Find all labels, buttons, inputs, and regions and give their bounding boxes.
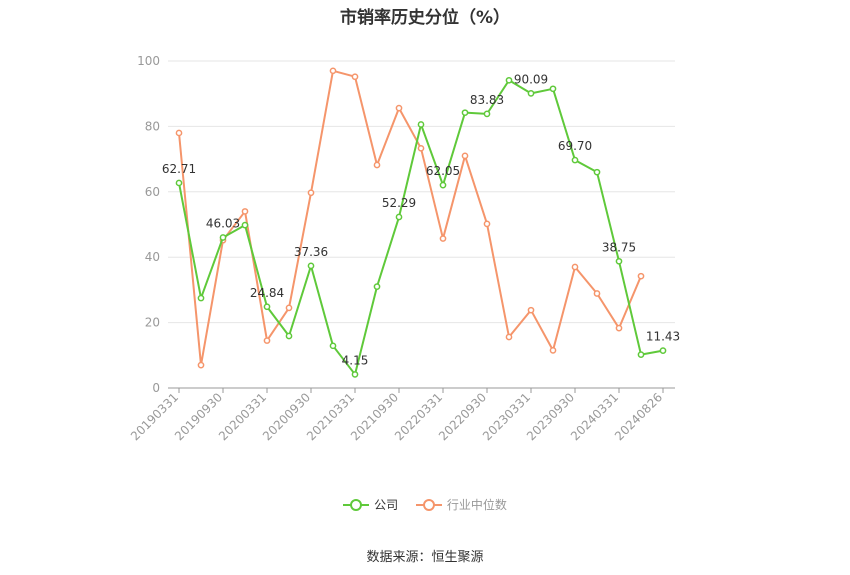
series-point-1	[571, 263, 579, 271]
chart-legend: 公司 行业中位数	[0, 496, 850, 515]
data-label: 46.03	[206, 216, 240, 230]
data-label: 62.71	[162, 162, 196, 176]
data-label: 52.29	[382, 196, 416, 210]
series-point-0	[593, 168, 601, 176]
data-label: 69.70	[558, 139, 592, 153]
series-point-0	[197, 294, 205, 302]
series-point-0	[175, 179, 183, 187]
legend-line-marker-icon	[343, 498, 370, 511]
series-point-0	[219, 234, 227, 241]
series-point-1	[593, 290, 601, 297]
series-point-0	[417, 121, 425, 128]
data-label: 38.75	[602, 240, 636, 254]
series-point-1	[549, 347, 557, 354]
data-label: 62.05	[426, 164, 460, 178]
data-label: 11.43	[646, 330, 680, 344]
series-point-0	[461, 109, 469, 117]
series-point-1	[615, 324, 623, 332]
series-point-0	[351, 371, 359, 378]
series-point-1	[351, 73, 359, 81]
series-point-1	[483, 220, 491, 228]
series-point-1	[373, 161, 381, 169]
series-point-0	[549, 85, 557, 93]
series-point-1	[285, 304, 293, 312]
series-point-1	[263, 337, 271, 344]
legend-industry-dot	[422, 498, 435, 511]
series-point-1	[439, 235, 447, 242]
series-point-0	[527, 90, 535, 97]
legend-line-marker-icon	[415, 498, 442, 511]
series-point-0	[659, 347, 667, 354]
y-tick-label: 80	[145, 119, 160, 133]
series-point-0	[373, 283, 381, 290]
legend-item-company[interactable]: 公司	[343, 496, 398, 513]
series-point-0	[395, 213, 403, 221]
series-point-0	[439, 181, 447, 189]
series-point-0	[637, 351, 645, 358]
series-point-0	[263, 303, 271, 311]
y-tick-label: 100	[137, 54, 160, 68]
series-point-1	[241, 208, 249, 215]
chart-title: 市销率历史分位（%）	[339, 8, 511, 28]
y-tick-label: 20	[145, 316, 160, 330]
line-chart: 0204060801002019033120190930202003312020…	[128, 54, 680, 443]
legend-company-dot	[350, 498, 363, 511]
series-point-0	[483, 110, 491, 118]
series-point-1	[527, 306, 535, 314]
series-point-1	[395, 104, 403, 112]
series-point-0	[505, 76, 513, 84]
x-tick-label: 20240826	[612, 390, 665, 443]
series-line-1	[178, 69, 642, 367]
series-point-1	[417, 144, 425, 152]
series-point-1	[175, 129, 183, 137]
legend-label-industry-median: 行业中位数	[446, 498, 507, 512]
data-label: 4.15	[342, 353, 369, 367]
series-point-0	[307, 262, 315, 270]
data-label: 37.36	[294, 245, 328, 259]
data-label: 83.83	[470, 93, 504, 107]
y-tick-label: 60	[145, 185, 160, 199]
legend-label-company: 公司	[374, 498, 399, 512]
series-point-1	[461, 152, 469, 160]
series-point-1	[505, 333, 513, 341]
series-point-1	[329, 67, 337, 75]
data-label: 24.84	[250, 286, 284, 300]
data-source-note: 数据来源：恒生聚源	[366, 550, 484, 565]
series-point-1	[197, 361, 205, 369]
series-point-0	[285, 332, 293, 340]
series-point-0	[329, 342, 337, 350]
series-point-0	[241, 221, 249, 229]
series-point-1	[637, 272, 645, 280]
data-label: 90.09	[514, 72, 548, 86]
series-point-0	[615, 257, 623, 265]
series-point-0	[571, 156, 579, 164]
series-point-1	[307, 189, 315, 197]
y-tick-label: 40	[145, 250, 160, 264]
y-tick-label: 0	[152, 381, 160, 395]
legend-item-industry-median[interactable]: 行业中位数	[415, 496, 507, 513]
